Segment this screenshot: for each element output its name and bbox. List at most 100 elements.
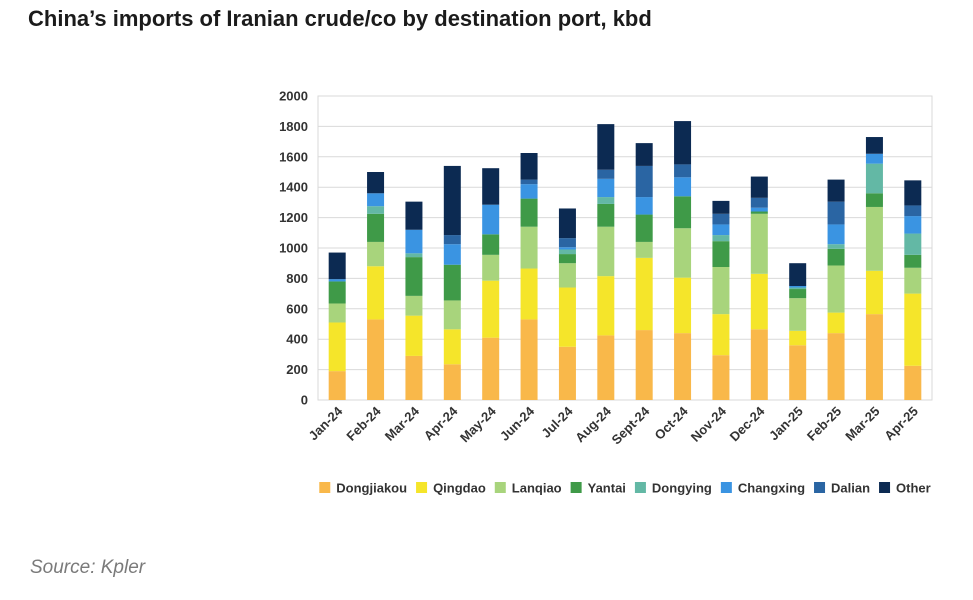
bar-segment-lanqiao: [482, 254, 500, 281]
x-tick-label: Apr-24: [421, 403, 461, 443]
bar-segment-dalian: [558, 238, 576, 248]
bar-segment-dalian: [750, 197, 768, 208]
bars: [328, 121, 922, 400]
y-tick-label: 1000: [279, 241, 308, 256]
legend-swatch-lanqiao: [494, 482, 506, 493]
bar-segment-lanqiao: [674, 228, 692, 278]
bar-segment-changxing: [674, 177, 692, 197]
y-axis-ticks: 0 200 400 600 800 1000 1200 1400 1600 1800 2000: [279, 89, 308, 408]
legend: Dongjiakou Qingdao Lanqiao Yantai Dongying Ch…: [319, 481, 931, 496]
x-tick-label: Feb-25: [804, 404, 844, 444]
bar-segment-qingdao: [904, 293, 922, 366]
legend-label: Changxing: [738, 481, 805, 496]
bar-segment-dongjiakou: [789, 345, 807, 400]
bar-segment-other: [520, 153, 538, 180]
bar-segment-dongying: [789, 287, 807, 290]
bar-segment-other: [827, 179, 845, 202]
x-tick-label: Sept-24: [608, 403, 652, 447]
x-tick-label: Dec-24: [727, 403, 768, 444]
bar-segment-lanqiao: [443, 300, 461, 330]
bar-segment-lanqiao: [904, 267, 922, 294]
bar-segment-qingdao: [520, 268, 538, 320]
bar-segment-yantai: [712, 241, 730, 267]
x-tick-label: Jun-24: [497, 403, 538, 444]
bar-segment-other: [674, 121, 692, 165]
bar-segment-other: [558, 208, 576, 239]
x-tick-label: Mar-24: [382, 403, 423, 444]
legend-label: Dongying: [652, 481, 712, 496]
y-tick-label: 1400: [279, 180, 308, 195]
bar-segment-dongying: [827, 244, 845, 249]
bar-segment-lanqiao: [827, 265, 845, 313]
y-tick-label: 0: [301, 393, 308, 408]
bar-segment-dongjiakou: [367, 319, 385, 400]
bar-segment-dongjiakou: [597, 335, 615, 400]
bar-segment-yantai: [405, 257, 423, 296]
legend-label: Lanqiao: [512, 481, 562, 496]
bar-segment-other: [328, 252, 346, 280]
legend-swatch-dongjiakou: [319, 482, 331, 493]
bar-segment-dongjiakou: [482, 337, 500, 400]
bar-segment-yantai: [367, 213, 385, 242]
bar-segment-changxing: [712, 224, 730, 236]
bar-segment-changxing: [443, 244, 461, 265]
bar-segment-qingdao: [328, 322, 346, 372]
y-tick-label: 1800: [279, 119, 308, 134]
legend-label: Qingdao: [433, 481, 486, 496]
bar-segment-other: [789, 263, 807, 286]
bar-segment-yantai: [674, 196, 692, 229]
bar-segment-dongjiakou: [865, 314, 883, 400]
bar-segment-dongying: [405, 253, 423, 258]
legend-swatch-dalian: [814, 482, 826, 493]
bar-segment-yantai: [482, 234, 500, 255]
x-tick-label: Oct-24: [651, 403, 691, 443]
bar-segment-changxing: [482, 204, 500, 235]
bar-segment-qingdao: [558, 287, 576, 347]
bar-segment-yantai: [865, 193, 883, 207]
bar-segment-other: [635, 143, 653, 166]
bar-segment-lanqiao: [520, 226, 538, 269]
bar-segment-dongjiakou: [443, 364, 461, 400]
bar-segment-qingdao: [789, 330, 807, 346]
bar-segment-yantai: [750, 211, 768, 214]
bar-segment-lanqiao: [750, 213, 768, 274]
bar-segment-yantai: [443, 264, 461, 301]
bar-segment-changxing: [789, 286, 807, 288]
bar-segment-other: [597, 124, 615, 170]
bar-segment-dongjiakou: [674, 333, 692, 400]
bar-segment-yantai: [597, 203, 615, 227]
bar-segment-qingdao: [367, 266, 385, 320]
bar-segment-yantai: [558, 254, 576, 264]
bar-segment-lanqiao: [635, 241, 653, 258]
bar-segment-dalian: [597, 169, 615, 179]
x-tick-label: Nov-24: [688, 403, 730, 445]
bar-segment-yantai: [520, 198, 538, 227]
bar-segment-yantai: [904, 254, 922, 268]
bar-segment-qingdao: [827, 312, 845, 334]
x-tick-label: Jan-25: [766, 404, 806, 444]
legend-swatch-other: [879, 482, 891, 493]
y-tick-label: 2000: [279, 89, 308, 104]
bar-segment-dongying: [865, 163, 883, 194]
bar-segment-yantai: [827, 248, 845, 266]
legend-swatch-qingdao: [416, 482, 428, 493]
x-tick-label: Jan-24: [306, 403, 346, 443]
bar-segment-other: [904, 180, 922, 206]
legend-swatch-dongying: [634, 482, 646, 493]
bar-segment-qingdao: [712, 314, 730, 356]
bar-segment-dongjiakou: [405, 355, 423, 400]
x-tick-label: Aug-24: [572, 403, 614, 445]
x-tick-label: Feb-24: [343, 403, 384, 444]
bar-segment-qingdao: [443, 329, 461, 365]
x-tick-label: Apr-25: [881, 404, 921, 444]
bar-segment-yantai: [328, 281, 346, 304]
bar-segment-other: [712, 200, 730, 214]
bar-segment-other: [443, 165, 461, 236]
bar-segment-dongjiakou: [750, 329, 768, 400]
bar-segment-dongjiakou: [827, 333, 845, 400]
bar-segment-qingdao: [635, 257, 653, 331]
bar-segment-dalian: [712, 213, 730, 225]
legend-swatch-changxing: [720, 482, 732, 493]
